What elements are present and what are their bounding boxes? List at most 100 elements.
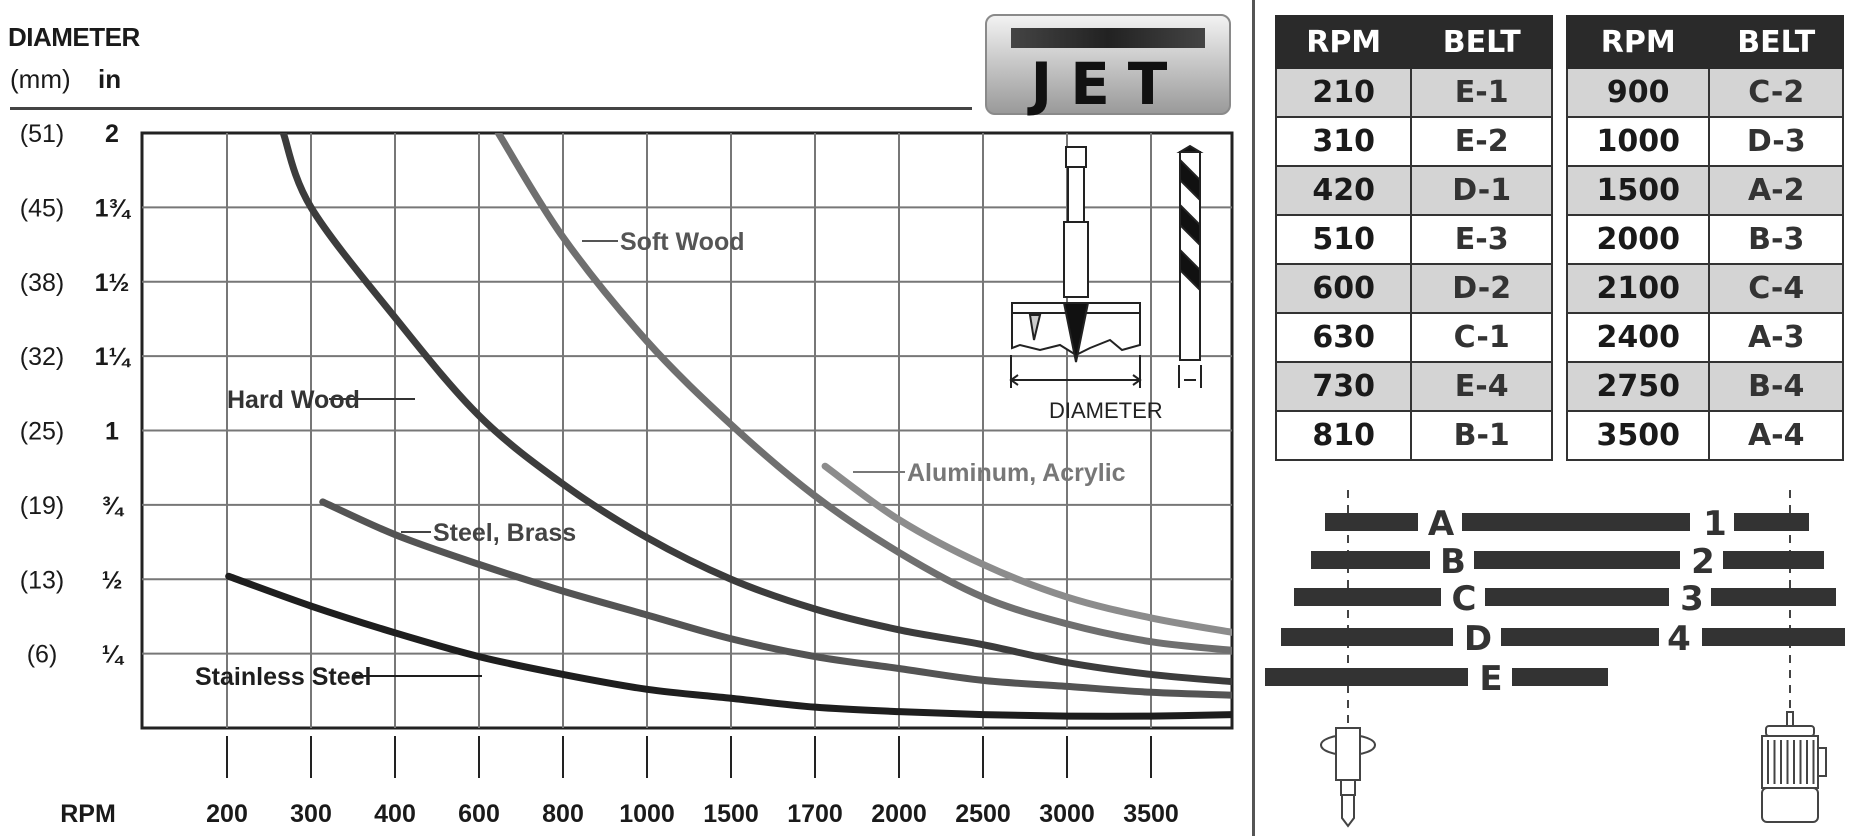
motor-step-label: 3 xyxy=(1680,579,1704,619)
header-rule xyxy=(10,107,972,110)
y-tick-in-label: 2 xyxy=(105,120,119,148)
x-tick-label: 800 xyxy=(542,800,584,828)
x-tick-label: 1000 xyxy=(619,800,675,828)
table-row: 310 E-2 xyxy=(1274,116,1553,167)
y-tick-in-label: 1 xyxy=(105,418,119,446)
belt-segment xyxy=(1501,628,1659,646)
rpm-belt-table-1: RPM BELT 210 E-1 310 E-2 420 D-1 510 E-3 600 D-2 630… xyxy=(1274,15,1553,461)
rpm-cell: 3500 xyxy=(1565,410,1711,461)
belt-cell: B-1 xyxy=(1410,410,1553,461)
y-tick-in-label: 1½ xyxy=(95,269,130,297)
spindle-pulley-step xyxy=(1325,513,1418,531)
belt-cell: C-2 xyxy=(1708,67,1844,118)
x-tick-label: 200 xyxy=(206,800,248,828)
series-label: Stainless Steel xyxy=(195,663,371,691)
motor-icon xyxy=(1761,711,1827,823)
belt-cell: E-4 xyxy=(1410,361,1553,412)
x-axis-label: RPM xyxy=(60,800,116,828)
belt-cell: A-4 xyxy=(1708,410,1844,461)
rpm-cell: 420 xyxy=(1274,165,1413,216)
table-row: 1000 D-3 xyxy=(1565,116,1844,167)
belt-header: BELT xyxy=(1708,15,1844,69)
belt-cell: D-1 xyxy=(1410,165,1553,216)
motor-pulley-step xyxy=(1702,628,1845,646)
y-tick-in-label: 1¼ xyxy=(95,343,132,371)
belt-cell: A-2 xyxy=(1708,165,1844,216)
logo-text: JET xyxy=(1030,50,1186,118)
belt-cell: E-2 xyxy=(1410,116,1553,167)
diameter-axis-title: DIAMETER xyxy=(8,22,140,52)
bit-illustration: DIAMETER xyxy=(1009,144,1204,423)
y-tick-in-label: 1¾ xyxy=(95,194,132,222)
x-tick-label: 3500 xyxy=(1123,800,1179,828)
belt-cell: D-2 xyxy=(1410,263,1553,314)
rpm-header: RPM xyxy=(1565,15,1711,69)
rpm-cell: 2400 xyxy=(1565,312,1711,363)
series-label: Soft Wood xyxy=(620,228,745,256)
belt-header: BELT xyxy=(1410,15,1553,69)
x-tick-label: 1700 xyxy=(787,800,843,828)
belt-segment xyxy=(1512,668,1608,686)
series-label: Steel, Brass xyxy=(433,519,576,547)
table-row: 2750 B-4 xyxy=(1565,361,1844,412)
belt-cell: A-3 xyxy=(1708,312,1844,363)
x-tick-label: 2500 xyxy=(955,800,1011,828)
forstner-bit-icon xyxy=(1009,146,1142,388)
belt-cell: B-3 xyxy=(1708,214,1844,265)
spindle-pulley-step xyxy=(1281,628,1453,646)
belt-cell: B-4 xyxy=(1708,361,1844,412)
x-tick-label: 400 xyxy=(374,800,416,828)
rpm-cell: 2750 xyxy=(1565,361,1711,412)
rpm-header: RPM xyxy=(1274,15,1413,69)
table-row: 630 C-1 xyxy=(1274,312,1553,363)
table-row: 2100 C-4 xyxy=(1565,263,1844,314)
table-row: 3500 A-4 xyxy=(1565,410,1844,461)
spindle-step-label: B xyxy=(1440,542,1466,582)
spindle-step-label: A xyxy=(1428,504,1455,544)
belt-segment xyxy=(1485,588,1669,606)
rpm-cell: 810 xyxy=(1274,410,1413,461)
table-row: 2400 A-3 xyxy=(1565,312,1844,363)
series-curve-steel-brass xyxy=(319,498,1232,699)
spindle-step-label: C xyxy=(1452,579,1477,619)
table-row: 730 E-4 xyxy=(1274,361,1553,412)
belt-cell: C-1 xyxy=(1410,312,1553,363)
section-divider xyxy=(1252,0,1255,836)
twist-drill-icon xyxy=(1176,144,1204,388)
chart-axes: 200 300 400 600 800 1000 1500 1700 2000 2500 3000 3… xyxy=(20,120,1179,828)
belt-cell: D-3 xyxy=(1708,116,1844,167)
belt-step-diagram: A 1 B 2 C 3 D 4 E xyxy=(1265,490,1845,828)
motor-step-label: 1 xyxy=(1703,504,1727,544)
table-row: 420 D-1 xyxy=(1274,165,1553,216)
spindle-step-label: E xyxy=(1479,659,1502,699)
y-tick-in-label: ¼ xyxy=(102,641,125,669)
spindle-step-label: D xyxy=(1464,619,1492,659)
y-tick-mm-label: (32) xyxy=(20,343,64,371)
y-tick-mm-label: (25) xyxy=(20,418,64,446)
x-tick-label: 3000 xyxy=(1039,800,1095,828)
table-row: 1500 A-2 xyxy=(1565,165,1844,216)
rpm-cell: 730 xyxy=(1274,361,1413,412)
belt-segment xyxy=(1474,551,1680,569)
y-tick-mm-label: (19) xyxy=(20,492,64,520)
motor-step-label: 2 xyxy=(1691,542,1715,582)
y-tick-mm-label: (38) xyxy=(20,269,64,297)
spindle-pulley-step xyxy=(1294,588,1441,606)
y-tick-in-label: ½ xyxy=(102,566,123,594)
motor-step-label: 4 xyxy=(1667,619,1691,659)
rpm-cell: 210 xyxy=(1274,67,1413,118)
series-curve-aluminum-acrylic xyxy=(821,462,1232,636)
table-row: 900 C-2 xyxy=(1565,67,1844,118)
rpm-cell: 1000 xyxy=(1565,116,1711,167)
motor-pulley-step xyxy=(1734,513,1809,531)
series-label: Aluminum, Acrylic xyxy=(907,459,1126,487)
motor-pulley-step xyxy=(1723,551,1824,569)
rpm-cell: 310 xyxy=(1274,116,1413,167)
spindle-pulley-step xyxy=(1265,668,1468,686)
chart-curves xyxy=(225,133,1232,720)
rpm-belt-table-2: RPM BELT 900 C-2 1000 D-3 1500 A-2 2000 B-3 2100 C-… xyxy=(1565,15,1844,461)
series-curve-hard-wood xyxy=(279,133,1232,686)
rpm-cell: 600 xyxy=(1274,263,1413,314)
